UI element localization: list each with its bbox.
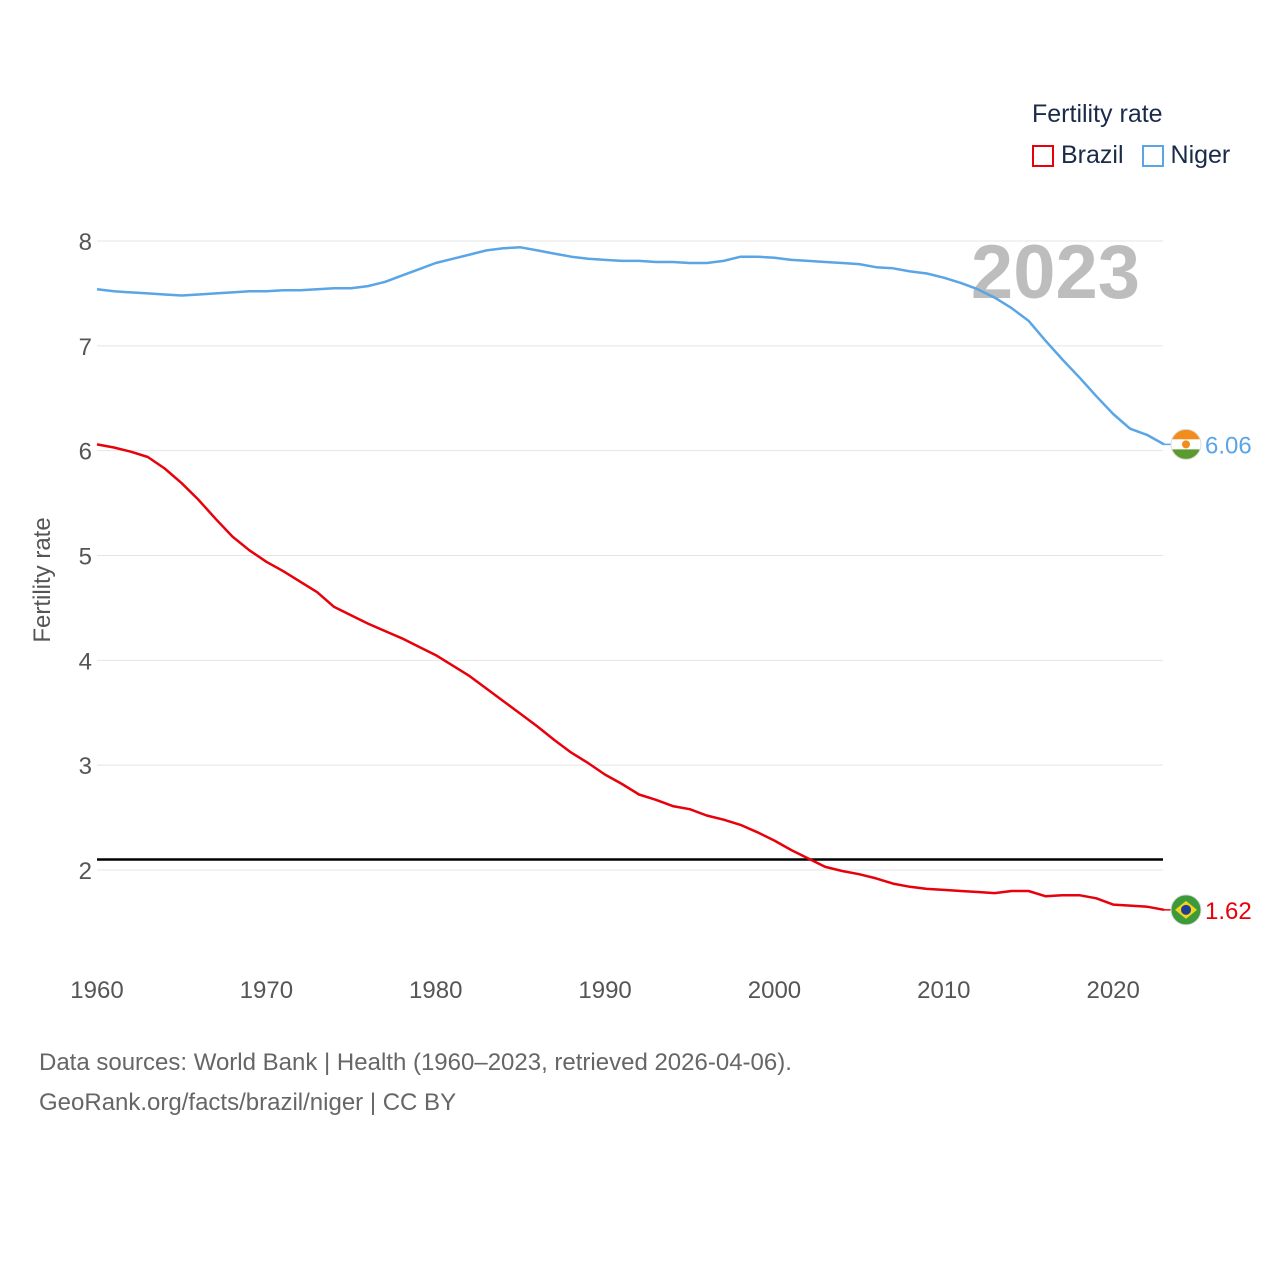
x-tick-label: 1970 [240, 977, 293, 1004]
y-tick-label: 8 [79, 229, 92, 256]
y-tick-label: 3 [79, 753, 92, 780]
legend: Brazil Niger [1032, 141, 1248, 170]
series-line-brazil[interactable] [96, 443, 1165, 912]
legend-label-brazil: Brazil [1061, 141, 1124, 169]
x-tick-label: 2010 [917, 977, 970, 1004]
y-tick-label: 6 [79, 439, 92, 466]
legend-title: Fertility rate [1032, 100, 1163, 128]
series-lines [96, 246, 1165, 912]
legend-item-niger[interactable]: Niger [1141, 141, 1231, 170]
legend-swatch-niger [1141, 144, 1164, 167]
x-axis-ticks: 1960 1970 1980 1990 2000 2010 2020 [70, 977, 1140, 1004]
data-sources: Data sources: World Bank | Health (1960–… [39, 1043, 792, 1123]
y-tick-label: 5 [79, 544, 92, 571]
y-tick-label: 7 [79, 334, 92, 361]
legend-swatch-brazil [1032, 144, 1054, 167]
series-line-niger[interactable] [96, 246, 1165, 446]
y-axis-ticks: 2 3 4 5 6 7 8 [79, 229, 92, 885]
legend-label-niger: Niger [1170, 141, 1231, 169]
x-tick-label: 1960 [70, 977, 123, 1004]
niger-flag-icon [1170, 428, 1202, 460]
y-tick-label: 4 [79, 648, 92, 675]
attribution-link[interactable]: GeoRank.org/facts/brazil/niger | CC BY [39, 1089, 457, 1116]
x-tick-label: 2020 [1086, 977, 1139, 1004]
x-tick-label: 2000 [748, 977, 801, 1004]
y-tick-label: 2 [79, 858, 92, 885]
brazil-flag-icon [1170, 894, 1202, 926]
x-tick-label: 1980 [409, 977, 462, 1004]
end-label-niger: 6.06 [1205, 432, 1252, 459]
end-markers: 1.62 6.06 [1164, 428, 1252, 926]
grid-lines [97, 240, 1163, 871]
x-tick-label: 1990 [578, 977, 631, 1004]
legend-item-brazil[interactable]: Brazil [1032, 141, 1124, 170]
y-axis-label: Fertility rate [29, 517, 56, 642]
sources-line: Data sources: World Bank | Health (1960–… [39, 1049, 792, 1076]
year-label: 2023 [971, 230, 1140, 315]
end-label-brazil: 1.62 [1205, 898, 1252, 925]
